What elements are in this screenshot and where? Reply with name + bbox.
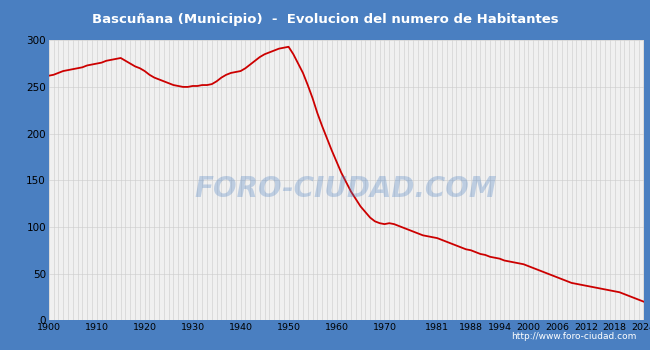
Text: Bascuñana (Municipio)  -  Evolucion del numero de Habitantes: Bascuñana (Municipio) - Evolucion del nu…: [92, 13, 558, 26]
Text: http://www.foro-ciudad.com: http://www.foro-ciudad.com: [512, 332, 637, 341]
Text: FORO-CIUDAD.COM: FORO-CIUDAD.COM: [195, 175, 497, 203]
